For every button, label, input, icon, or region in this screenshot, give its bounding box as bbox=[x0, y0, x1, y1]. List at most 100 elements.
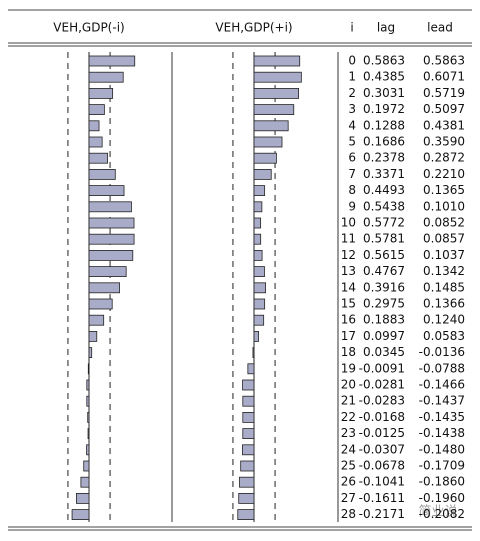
bar bbox=[88, 71, 124, 83]
index-label: 1 bbox=[348, 70, 356, 84]
index-label: 6 bbox=[348, 151, 356, 165]
value-label: 0.1010 bbox=[423, 199, 465, 213]
value-label: 0.3371 bbox=[363, 167, 405, 181]
bar bbox=[253, 330, 259, 342]
value-label: -0.1860 bbox=[419, 475, 465, 489]
index-label: 7 bbox=[348, 167, 356, 181]
value-label: -0.0168 bbox=[359, 410, 405, 424]
value-label: -0.1709 bbox=[419, 459, 465, 473]
value-label: 0.1037 bbox=[423, 248, 465, 262]
index-label: 26 bbox=[341, 475, 356, 489]
bar bbox=[88, 152, 108, 164]
bar bbox=[253, 71, 302, 83]
index-label: 18 bbox=[341, 345, 356, 359]
bar bbox=[88, 88, 114, 99]
value-label: 0.0997 bbox=[363, 329, 405, 343]
bar bbox=[242, 428, 255, 440]
index-label: 11 bbox=[341, 232, 356, 246]
bar bbox=[240, 460, 255, 472]
value-label: 0.4385 bbox=[363, 70, 405, 84]
bar bbox=[87, 411, 90, 423]
bar bbox=[238, 492, 255, 504]
bar bbox=[253, 152, 277, 164]
bar bbox=[242, 444, 255, 456]
bar bbox=[88, 347, 93, 359]
bar bbox=[253, 55, 301, 67]
bar bbox=[88, 185, 125, 197]
bar bbox=[86, 395, 90, 407]
value-label: 0.2872 bbox=[423, 151, 465, 165]
bar bbox=[88, 55, 136, 67]
bar bbox=[242, 395, 255, 407]
index-label: 13 bbox=[341, 264, 356, 278]
value-label: 0.5719 bbox=[423, 86, 465, 100]
index-label: 15 bbox=[341, 297, 356, 311]
value-label: 0.2975 bbox=[363, 297, 405, 311]
value-label: -0.2082 bbox=[419, 507, 465, 521]
value-label: -0.0283 bbox=[359, 394, 405, 408]
bar bbox=[253, 314, 265, 326]
value-label: 0.4381 bbox=[423, 118, 465, 132]
value-label: 0.5772 bbox=[363, 216, 405, 230]
value-label: -0.0091 bbox=[359, 361, 405, 375]
bar bbox=[253, 266, 265, 278]
bar bbox=[88, 249, 134, 261]
bar bbox=[88, 136, 103, 148]
index-label: 5 bbox=[348, 135, 356, 149]
value-label: 0.0857 bbox=[423, 232, 465, 246]
value-label: -0.0307 bbox=[359, 442, 405, 456]
bar bbox=[88, 168, 116, 180]
value-label: -0.1438 bbox=[419, 426, 465, 440]
bar bbox=[253, 120, 289, 132]
bar bbox=[88, 201, 132, 213]
bar bbox=[88, 282, 120, 294]
bar bbox=[88, 298, 113, 310]
bar bbox=[88, 120, 100, 132]
bar bbox=[71, 509, 90, 521]
panel-title: VEH,GDP(-i) bbox=[53, 21, 124, 35]
value-label: 0.0345 bbox=[363, 345, 405, 359]
value-label: 0.1686 bbox=[363, 135, 405, 149]
value-label: 0.4493 bbox=[363, 183, 405, 197]
value-label: 0.0583 bbox=[423, 329, 465, 343]
value-label: 0.5438 bbox=[363, 199, 405, 213]
index-label: 10 bbox=[341, 216, 356, 230]
index-label: 12 bbox=[341, 248, 356, 262]
bar bbox=[253, 104, 295, 115]
value-label: 0.5781 bbox=[363, 232, 405, 246]
bar bbox=[239, 476, 255, 488]
bar bbox=[83, 460, 90, 472]
index-label: 17 bbox=[341, 329, 356, 343]
bar bbox=[253, 201, 263, 213]
index-label: 22 bbox=[341, 410, 356, 424]
value-label: 0.2210 bbox=[423, 167, 465, 181]
value-label: -0.1435 bbox=[419, 410, 465, 424]
value-label: 0.1365 bbox=[423, 183, 465, 197]
index-label: 25 bbox=[341, 459, 356, 473]
bar bbox=[88, 233, 135, 245]
index-label: 14 bbox=[341, 280, 356, 294]
index-label: 24 bbox=[341, 442, 356, 456]
value-label: -0.1041 bbox=[359, 475, 405, 489]
value-label: 0.1240 bbox=[423, 313, 465, 327]
value-label: 0.5863 bbox=[363, 54, 405, 68]
index-label: 9 bbox=[348, 199, 356, 213]
bar bbox=[247, 363, 255, 375]
index-header: i bbox=[350, 21, 353, 35]
bar bbox=[76, 492, 90, 504]
bar bbox=[86, 379, 90, 391]
bar bbox=[88, 330, 98, 342]
value-label: 0.2378 bbox=[363, 151, 405, 165]
bar bbox=[253, 249, 263, 261]
bar bbox=[88, 104, 105, 115]
value-label: 0.0852 bbox=[423, 216, 465, 230]
value-label: 0.1485 bbox=[423, 280, 465, 294]
bar bbox=[242, 379, 255, 391]
bar bbox=[253, 88, 300, 99]
value-label: 0.6071 bbox=[423, 70, 465, 84]
bar bbox=[253, 217, 262, 229]
bar bbox=[253, 282, 266, 294]
bar bbox=[88, 314, 105, 326]
bar bbox=[253, 233, 262, 245]
bar bbox=[253, 168, 272, 180]
